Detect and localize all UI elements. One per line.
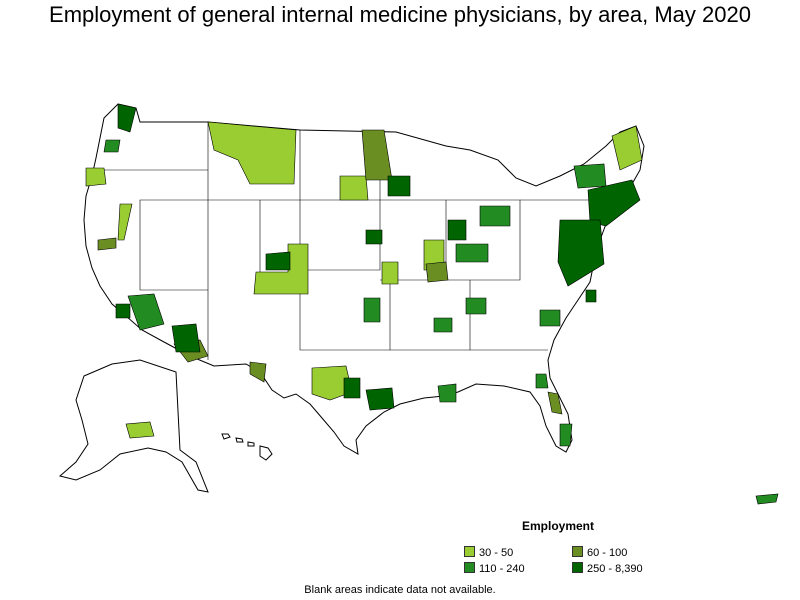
green-areas [103, 139, 779, 505]
area-boundaries [96, 122, 590, 360]
legend-item-250-8390: 250 - 8,390 [572, 562, 643, 575]
hawaii-outline [221, 433, 273, 461]
legend-swatch [572, 546, 583, 557]
legend-swatch [464, 546, 475, 557]
legend-label: 60 - 100 [587, 547, 628, 559]
legend-title: Employment [522, 519, 595, 533]
legend-swatch [572, 562, 583, 573]
legend-label: 250 - 8,390 [587, 563, 643, 575]
dark-green-areas [115, 103, 641, 411]
footnote: Blank areas indicate data not available. [304, 584, 496, 596]
legend-item-30-50: 30 - 50 [464, 546, 513, 559]
legend-swatch [464, 562, 475, 573]
legend-item-60-100: 60 - 100 [572, 546, 627, 559]
light-green-areas [85, 121, 643, 439]
legend-label: 30 - 50 [479, 547, 514, 559]
olive-green-areas [97, 129, 563, 415]
map-title: Employment of general internal medicine … [49, 2, 751, 27]
legend-item-110-240: 110 - 240 [464, 562, 525, 575]
legend-label: 110 - 240 [479, 563, 525, 575]
us-outline [83, 103, 645, 455]
